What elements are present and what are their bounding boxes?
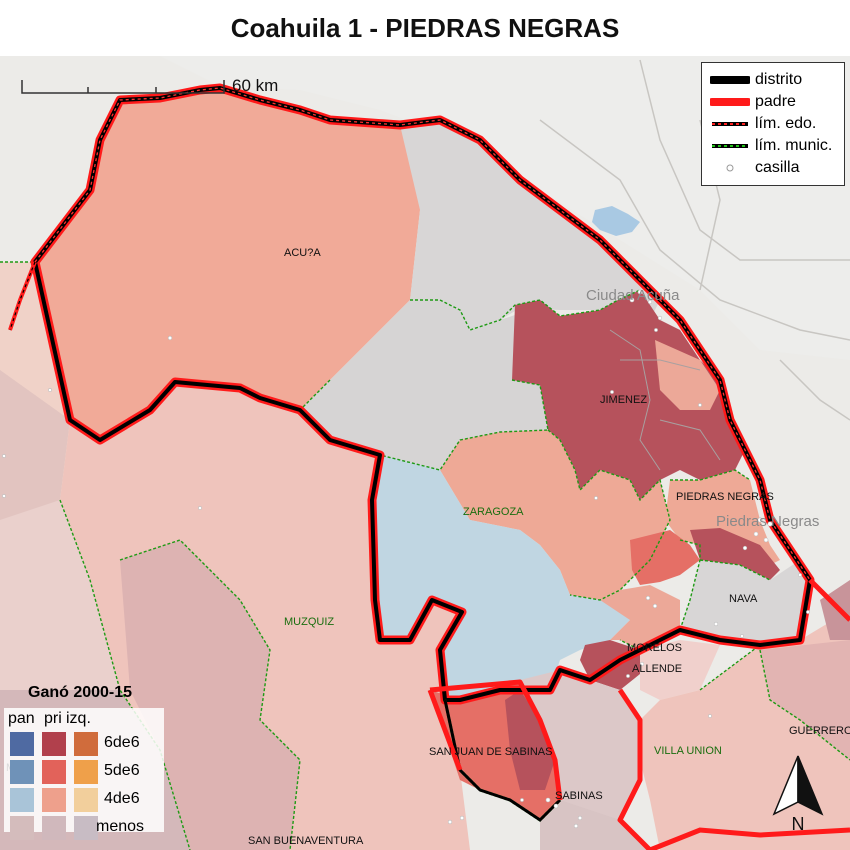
muni-label-sabinas: SABINAS [555,790,603,802]
muni-sabinas-south [540,800,650,850]
legend-label: casilla [755,159,800,176]
legend-line-lim-munic [712,144,748,148]
padre-outline [8,261,850,850]
legend-label: distrito [755,71,803,88]
legend-item-lim-munic: lím. munic. [702,136,844,156]
swatch-pan-4de6 [10,788,34,812]
swatch-pan-5de6 [10,760,34,784]
reservoir [592,206,640,236]
legend-item-distrito: distrito [702,70,844,90]
us-basemap [160,56,850,360]
muni-zaragoza[interactable] [372,455,630,700]
muni-label-muzquiz: MUZQUIZ [284,616,334,628]
scale-bar: 60 km [20,76,290,100]
muni-left-lower [0,500,120,690]
scale-bar-label: 60 km [232,76,279,95]
swatch-pri-6de6 [42,732,66,756]
legend-label: lím. munic. [755,137,833,154]
legend-point-casilla [726,164,734,172]
winner-row-label: 4de6 [104,790,140,807]
legend-line-lim-edo [712,122,748,126]
legend-label: padre [755,93,796,110]
scale-bar-ruler [21,80,225,94]
swatch-pan-menos [10,816,34,840]
winner-row-label: 5de6 [104,762,140,779]
muni-sjs-sub [505,690,555,790]
muni-pn-red [630,530,700,585]
legend-label: lím. edo. [755,115,817,132]
winner-col-izq: izq. [66,710,91,727]
winner-legend-box: pan pri izq. 6de6 5de6 4de6 menos [4,708,164,840]
muni-north-grey [400,120,660,330]
city-label-acuna: Ciudad Acuña [586,287,680,304]
casilla-points [2,289,810,829]
winner-legend-title: Ganó 2000-15 [28,684,133,701]
muni-label-san-juan-de-sabinas: SAN JUAN DE SABINAS [429,746,552,758]
district-outline [30,83,815,822]
winner-row-label: 6de6 [104,734,140,751]
muni-acuna[interactable] [35,88,440,440]
muni-label-san-buenaventura: SAN BUENAVENTURA [248,835,364,847]
swatch-izq-6de6 [74,732,98,756]
swatch-izq-menos [74,816,98,840]
muni-jimenez[interactable] [512,290,745,500]
muni-jimenez-sub [655,340,720,410]
legend-line-padre [710,98,750,106]
map-title: Coahuila 1 - PIEDRAS NEGRAS [230,12,620,43]
muni-label-guerrero: GUERRERO [789,725,850,737]
legend-item-lim-edo: lím. edo. [702,114,844,134]
winner-col-pri: pri [44,710,62,727]
swatch-pri-5de6 [42,760,66,784]
swatch-pri-menos [42,816,66,840]
muni-central-grey [300,300,548,470]
city-label-piedras-negras: Piedras Negras [716,513,819,530]
swatch-izq-4de6 [74,788,98,812]
muni-label-jimenez: JIMENEZ [600,394,647,406]
winner-row-label: menos [96,818,145,835]
muni-zaragoza-north [440,430,670,600]
muni-label-piedras-negras: PIEDRAS NEGRAS [676,491,774,503]
winner-col-pan: pan [8,710,35,727]
muni-guerrero [760,640,850,760]
muni-piedras-negras-sub [690,528,780,580]
muni-label-zaragoza: ZARAGOZA [463,506,524,518]
muni-left-mid [0,370,70,520]
north-arrow-icon: N [766,752,830,836]
winner-legend: Ganó 2000-15 pan pri izq. 6de6 5de6 4de6… [0,684,170,844]
muni-label-morelos: MORELOS [627,642,682,654]
muni-label-villa-union: VILLA UNION [654,745,722,757]
muni-muzquiz-sub [120,540,300,850]
legend-item-padre: padre [702,92,844,112]
muni-label-nava: NAVA [729,593,758,605]
legend-item-casilla: casilla [702,158,844,178]
muni-label-acuna: ACU?A [284,247,321,259]
muni-allende[interactable] [640,640,720,700]
muni-nava[interactable] [680,560,810,645]
legend-line-distrito [710,76,750,84]
map-legend: distrito padre lím. edo. lím. munic. cas… [701,62,845,186]
muni-sabinas[interactable] [520,670,640,820]
muni-allende-north [600,585,680,650]
swatch-izq-5de6 [74,760,98,784]
swatch-pan-6de6 [10,732,34,756]
sub-boundaries [609,329,721,471]
north-arrow-label: N [792,814,805,834]
swatch-pri-4de6 [42,788,66,812]
muni-label-allende: ALLENDE [632,663,682,675]
